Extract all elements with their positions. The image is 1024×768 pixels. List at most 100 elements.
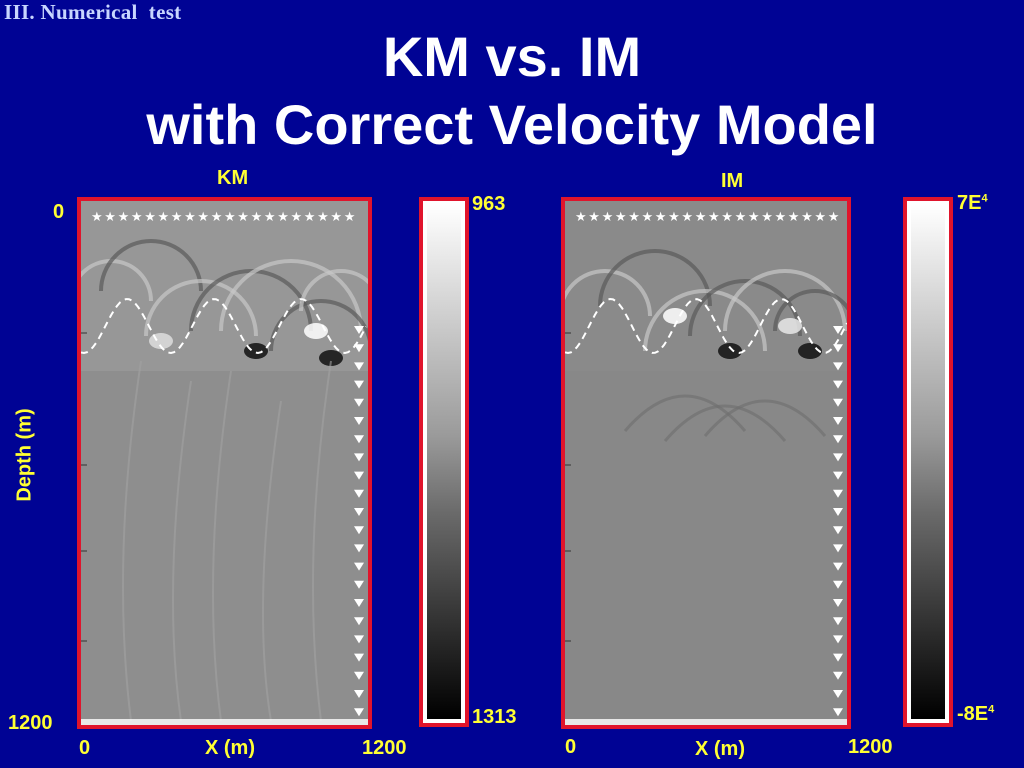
source-star-icon: ★ (91, 210, 103, 225)
receiver-triangle-icon (354, 380, 364, 389)
source-star-icon: ★ (211, 210, 223, 225)
im-image-panel: ★ ★ ★ ★ ★ ★ ★ ★ ★ ★ ★ ★ ★ ★ ★ ★ ★ ★ ★ ★ (561, 197, 851, 729)
source-star-icon: ★ (158, 210, 170, 225)
receiver-triangle-icon (354, 435, 364, 444)
receiver-triangle-icon (833, 326, 843, 334)
depth-axis-label: Depth (m) (13, 408, 36, 502)
source-star-icon: ★ (131, 210, 143, 225)
amplitude-blob (718, 343, 742, 359)
receiver-triangle-icon (354, 562, 364, 571)
receiver-triangle-icon (354, 362, 364, 371)
diffraction-arc (565, 269, 652, 317)
source-star-icon: ★ (291, 210, 303, 225)
im-colorbar-min-base: -8E (957, 703, 989, 725)
im-x-tick-min: 0 (565, 736, 577, 758)
km-colorbar-gradient (427, 205, 461, 719)
diffraction-arc (144, 279, 258, 337)
source-star-icon: ★ (224, 210, 236, 225)
source-star-icon: ★ (277, 210, 289, 225)
km-x-tick-min: 0 (79, 737, 91, 759)
source-star-icon: ★ (330, 210, 342, 225)
km-x-axis-label: X (m) (205, 737, 255, 759)
source-star-icon: ★ (681, 210, 693, 225)
receiver-triangle-icon (354, 599, 364, 607)
source-star-icon: ★ (735, 210, 747, 225)
receiver-triangle-icon (354, 544, 364, 553)
im-colorbar-max: 7E4 (957, 192, 988, 215)
im-colorbar-max-exp: 4 (981, 192, 988, 205)
migration-smile (212, 370, 232, 722)
receiver-triangle-icon (354, 417, 364, 425)
im-colorbar (903, 197, 953, 727)
diffraction-arc (598, 249, 712, 307)
source-star-icon: ★ (615, 210, 627, 225)
depth-tick-top: 0 (53, 201, 65, 223)
source-star-icon: ★ (642, 210, 654, 225)
receiver-triangle-icon (833, 398, 843, 407)
source-star-icon: ★ (655, 210, 667, 225)
source-star-icon: ★ (118, 210, 130, 225)
receiver-triangle-icon (833, 435, 843, 444)
km-migration-image: ★ ★ ★ ★ ★ ★ ★ ★ ★ ★ ★ ★ ★ ★ ★ ★ ★ ★ ★ ★ (81, 201, 368, 725)
receiver-triangle-icon (354, 489, 364, 498)
migration-smile (172, 380, 192, 722)
receiver-triangle-icon (833, 635, 843, 644)
migration-smile (703, 399, 827, 437)
amplitude-blob (244, 343, 268, 359)
source-star-icon: ★ (721, 210, 733, 225)
source-star-icon: ★ (801, 210, 813, 225)
receiver-triangle-icon (833, 653, 843, 662)
source-star-icon: ★ (788, 210, 800, 225)
source-star-icon: ★ (761, 210, 773, 225)
bottom-strip (81, 719, 368, 725)
source-star-icon: ★ (184, 210, 196, 225)
diffraction-arc (269, 299, 368, 352)
amplitude-blob (778, 318, 802, 334)
receiver-triangle-icon (354, 617, 364, 626)
diffraction-arc (773, 289, 847, 332)
source-star-icon: ★ (344, 210, 356, 225)
diffraction-arc (219, 259, 363, 332)
receiver-triangle-icon (833, 599, 843, 607)
receiver-triangle-icon (833, 362, 843, 371)
receiver-triangle-icon (833, 380, 843, 389)
receiver-triangle-icon (354, 398, 364, 407)
km-colorbar (419, 197, 469, 727)
im-migration-image: ★ ★ ★ ★ ★ ★ ★ ★ ★ ★ ★ ★ ★ ★ ★ ★ ★ ★ ★ ★ (565, 201, 847, 725)
im-colorbar-min-exp: 4 (988, 703, 995, 716)
source-star-icon: ★ (264, 210, 276, 225)
km-panel-title: KM (217, 167, 249, 189)
migration-smile (312, 360, 332, 722)
receiver-triangle-icon (354, 690, 364, 698)
depth-tick-bottom: 1200 (8, 712, 53, 734)
interface-line (565, 297, 847, 355)
im-colorbar-min: -8E4 (957, 703, 994, 726)
receiver-triangle-icon (354, 671, 364, 680)
receiver-triangle-icon (833, 671, 843, 680)
source-star-icon: ★ (602, 210, 614, 225)
receiver-triangle-icon (354, 508, 364, 516)
receiver-triangle-icon (833, 617, 843, 626)
receiver-triangle-icon (354, 580, 364, 589)
source-star-icon: ★ (628, 210, 640, 225)
source-star-icon: ★ (144, 210, 156, 225)
source-star-icon: ★ (708, 210, 720, 225)
source-star-icon: ★ (828, 210, 840, 225)
im-colorbar-gradient (911, 205, 945, 719)
diffraction-arc (643, 289, 767, 352)
migration-smile (663, 404, 787, 442)
receiver-triangle-icon (354, 526, 364, 535)
km-image-panel: ★ ★ ★ ★ ★ ★ ★ ★ ★ ★ ★ ★ ★ ★ ★ ★ ★ ★ ★ ★ (77, 197, 372, 729)
source-star-icon: ★ (668, 210, 680, 225)
receiver-triangle-icon (833, 508, 843, 516)
migration-smile (262, 400, 282, 722)
amplitude-blob (798, 343, 822, 359)
receiver-triangle-icon (354, 653, 364, 662)
receiver-triangle-icon (354, 708, 364, 717)
bottom-strip (565, 719, 847, 725)
source-star-icon: ★ (814, 210, 826, 225)
migration-smile (122, 360, 142, 722)
receiver-triangle-icon (833, 526, 843, 535)
receiver-triangle-icon (354, 453, 364, 462)
receiver-triangle-icon (354, 344, 364, 353)
